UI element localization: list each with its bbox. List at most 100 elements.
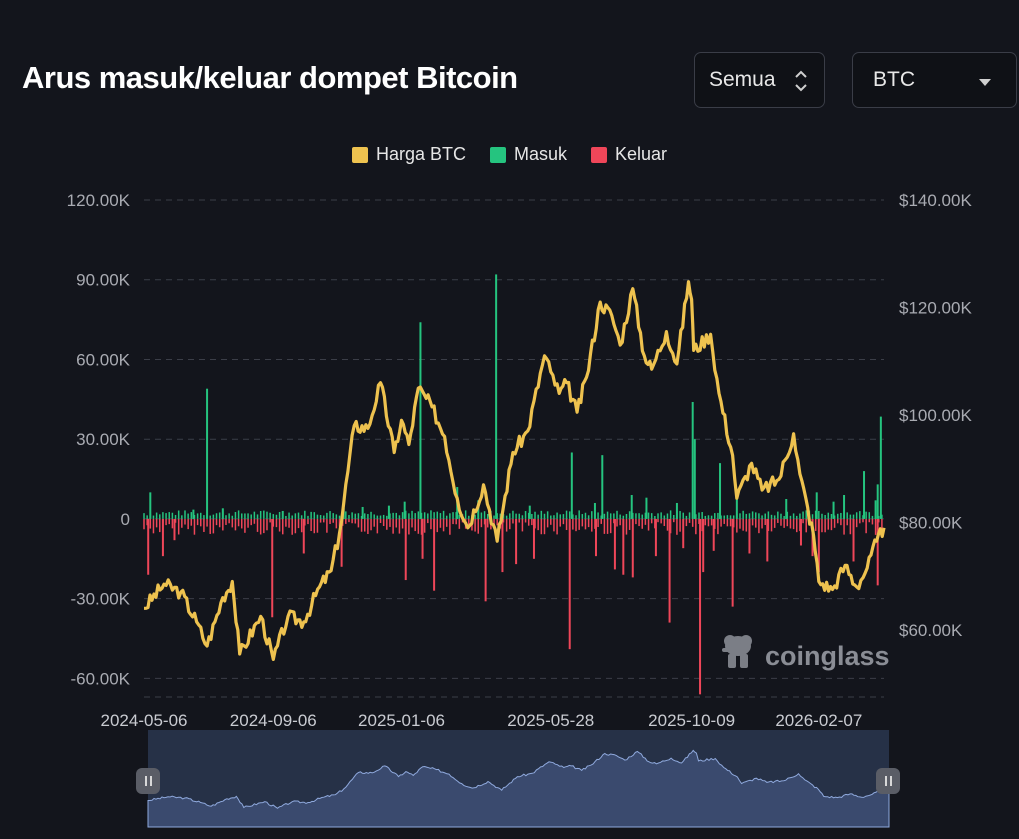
outflow-bar <box>329 518 331 524</box>
legend-item-inflow[interactable]: Masuk <box>489 144 567 165</box>
outflow-bar <box>736 518 738 533</box>
inflow-bar <box>241 513 243 519</box>
outflow-bar <box>512 518 514 524</box>
outflow-bar <box>691 518 694 527</box>
inflow-bar <box>300 515 303 519</box>
outflow-bar <box>657 518 659 523</box>
outflow-bar <box>386 518 388 530</box>
inflow-bar <box>486 513 489 519</box>
outflow-bar <box>796 518 798 533</box>
outflow-bar <box>770 518 773 532</box>
outflow-bar <box>729 518 732 527</box>
inflow-bar <box>464 510 467 519</box>
inflow-bar <box>531 513 533 519</box>
outflow-bar <box>647 518 650 531</box>
outflow-bar <box>695 518 697 535</box>
outflow-bar <box>531 518 533 526</box>
inflow-bar <box>483 511 486 519</box>
inflow-bar <box>278 511 281 519</box>
inflow-bar <box>193 515 196 519</box>
inflow-bar <box>827 512 830 519</box>
inflow-bar <box>458 514 461 519</box>
x-tick-label: 2026-02-07 <box>775 711 862 730</box>
inflow-bar <box>609 513 612 519</box>
inflow-bar <box>493 515 495 519</box>
range-navigator[interactable] <box>147 730 890 828</box>
inflow-bar <box>269 512 271 519</box>
inflow-bar <box>420 512 423 519</box>
outflow-bar <box>502 518 505 523</box>
outflow-bar <box>635 518 637 525</box>
outflow-bar <box>291 518 293 535</box>
outflow-bar <box>821 518 823 533</box>
outflow-bar <box>348 518 350 523</box>
inflow-bar <box>206 388 209 519</box>
sort-arrows-icon <box>795 70 807 92</box>
coin-select[interactable]: BTC <box>852 52 1017 108</box>
inflow-bar <box>764 513 766 519</box>
outflow-bar <box>430 518 432 530</box>
legend-label-outflow: Keluar <box>615 144 668 164</box>
outflow-bar <box>200 518 202 527</box>
outflow-bar <box>234 518 237 531</box>
inflow-bar <box>572 514 574 519</box>
y-right-tick-label: $140.00K <box>899 191 972 210</box>
outflow-bar <box>868 518 871 523</box>
inflow-bar <box>528 505 531 519</box>
outflow-bar <box>707 518 710 527</box>
inflow-bar <box>247 513 249 519</box>
inflow-bar <box>742 510 744 519</box>
outflow-bar <box>215 518 218 526</box>
outflow-bar <box>256 518 259 532</box>
inflow-bar <box>865 511 867 519</box>
inflow-bar <box>168 512 170 519</box>
outflow-bar <box>439 518 442 528</box>
outflow-bar <box>319 518 322 523</box>
legend-item-outflow[interactable]: Keluar <box>591 144 667 165</box>
inflow-bar <box>329 511 331 519</box>
inflow-bar <box>701 512 703 519</box>
inflow-bar <box>543 513 546 519</box>
inflow-bar <box>591 511 593 519</box>
inflow-bar <box>688 512 691 519</box>
inflow-bar <box>259 510 262 519</box>
navigator-right-handle[interactable] <box>876 768 900 794</box>
outflow-bar <box>190 518 193 526</box>
inflow-bar <box>723 515 725 519</box>
outflow-bar <box>250 518 252 526</box>
outflow-bar <box>297 518 300 529</box>
outflow-bar <box>442 518 445 532</box>
outflow-bar <box>731 518 734 607</box>
outflow-bar <box>805 518 807 533</box>
inflow-bar <box>546 511 549 519</box>
inflow-bar <box>628 511 631 519</box>
outflow-bar <box>532 518 535 559</box>
outflow-bar <box>712 518 715 551</box>
outflow-bar <box>484 518 487 602</box>
legend-item-price[interactable]: Harga BTC <box>351 144 466 165</box>
outflow-bar <box>509 518 511 530</box>
watermark-text: coinglass <box>765 641 890 671</box>
inflow-bar <box>348 515 350 519</box>
outflow-bar <box>540 518 543 535</box>
outflow-bar <box>550 518 552 525</box>
inflow-bar <box>824 515 826 519</box>
navigator-left-handle[interactable] <box>136 768 160 794</box>
outflow-bar <box>824 518 826 533</box>
inflow-bar <box>550 515 552 519</box>
inflow-bar <box>874 500 877 519</box>
inflow-bar <box>162 512 164 519</box>
time-range-select[interactable]: Semua <box>694 52 825 108</box>
inflow-bar <box>307 515 309 519</box>
inflow-bar <box>575 515 577 519</box>
x-tick-label: 2025-01-06 <box>358 711 445 730</box>
inflow-bar <box>881 514 883 519</box>
outflow-bar <box>401 518 404 529</box>
inflow-bar <box>593 502 596 519</box>
outflow-bar <box>710 518 713 526</box>
outflow-bar <box>833 518 836 528</box>
inflow-bar <box>256 514 259 519</box>
inflow-bar <box>770 514 773 519</box>
inflow-bar <box>647 512 650 519</box>
